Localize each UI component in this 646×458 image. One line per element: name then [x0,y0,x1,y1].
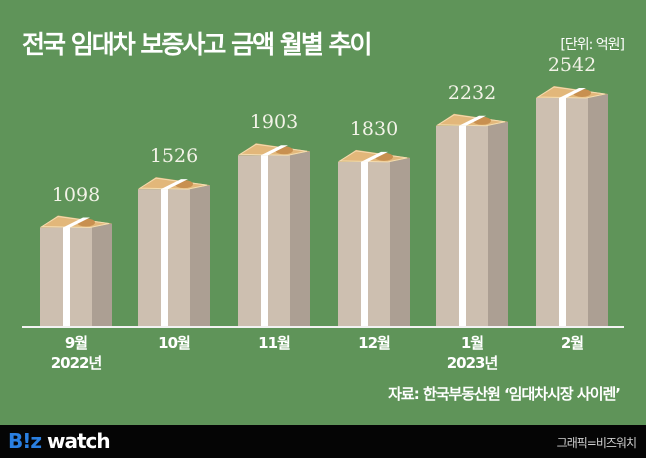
value-label: 2542 [547,53,597,76]
x-axis-label: 1월 2023년 [446,334,499,372]
source-note: 자료: 한국부동산원 ‘임대차시장 사이렌’ [388,385,621,403]
unit-label: [단위: 억원] [560,37,625,53]
bar-chart [40,85,608,326]
bar-1 [138,177,210,326]
x-axis-label: 12월 [358,334,391,352]
x-axis-label: 9월 2022년 [50,334,103,372]
chart-title: 전국 임대차 보증사고 금액 월별 추이 [22,30,373,59]
bizwatch-logo: B!z watch [8,429,111,453]
footer-bar: B!z watch 그래픽=비즈워치 [0,425,646,458]
bar-0 [40,215,112,326]
value-label: 1526 [149,145,199,168]
bar-2 [238,143,310,326]
value-label: 1830 [349,117,399,140]
value-label: 1903 [249,111,299,134]
bar-5 [536,85,608,326]
x-axis-label: 10월 [158,334,191,352]
bar-3 [338,149,410,326]
value-label: 1098 [51,183,101,206]
x-axis-baseline [22,326,624,328]
x-axis-label: 2월 [560,334,584,352]
graphic-credit: 그래픽=비즈워치 [556,436,637,450]
value-label: 2232 [447,81,497,104]
x-axis-label: 11월 [258,334,291,352]
bar-4 [436,113,508,326]
